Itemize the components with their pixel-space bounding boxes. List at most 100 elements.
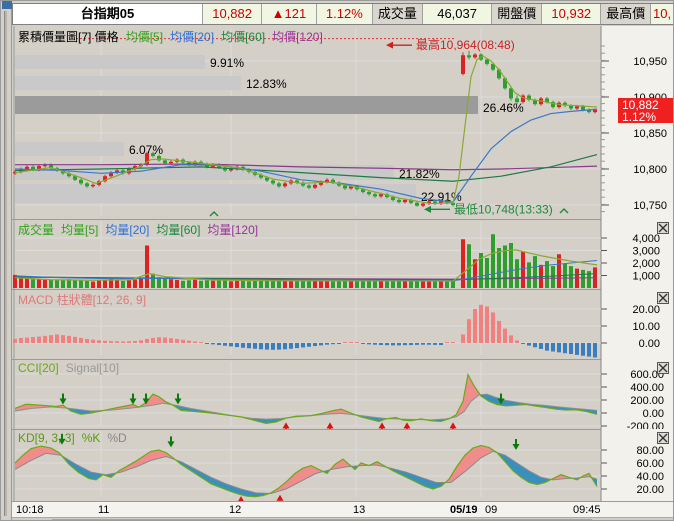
window-left-rail [1, 1, 12, 520]
volume-profile-bar [15, 184, 416, 203]
buy-arrow [238, 496, 244, 501]
kd-positive-fill [15, 445, 597, 494]
volume-bars [13, 234, 597, 288]
sell-arrow [497, 398, 505, 405]
price-axis-label: 10,750 [633, 200, 667, 212]
price-annotation: 最低10,748(13:33) [454, 202, 553, 216]
axis-label: 400.00 [630, 382, 664, 394]
quote-cell-4: 成交量 [373, 4, 423, 24]
sell-arrow [129, 398, 137, 405]
main-chart-title: 累積價量圖[7] 價格 均價[5] 均價[20] 均價[60] 均價[120] [18, 28, 330, 45]
axis-label: 80.00 [636, 445, 664, 457]
cci-title-segment: Signal[10] [65, 361, 120, 375]
sell-arrow [174, 398, 182, 405]
volume-profile-bar [15, 142, 124, 156]
axis-label: 40.00 [636, 471, 664, 483]
close-kd-panel-button[interactable] [657, 432, 669, 444]
macd-axis-label: 10.00 [632, 321, 660, 333]
caret-marker [559, 208, 569, 214]
quote-bar: 台指期05 10,882 ▲121 1.12% 成交量 46,037 開盤價 10,932 最高… [12, 3, 673, 25]
buy-arrow [378, 422, 386, 429]
axis-label: -200.00 [627, 421, 664, 429]
sell-arrow [142, 398, 150, 405]
quote-cell-8: 最高價 [601, 4, 652, 24]
axis-label: 600.00 [630, 369, 664, 381]
axis-label: 0.00 [643, 408, 664, 420]
volume-profile-bar [15, 96, 478, 114]
svg-text:10,882: 10,882 [622, 98, 659, 112]
main-title-segment: 均價[20] [170, 30, 215, 44]
price-axis-label: 10,800 [633, 164, 667, 176]
volume-profile-bar [15, 55, 205, 69]
rail-groove [4, 11, 7, 516]
volume-profile-percent: 12.83% [246, 77, 287, 91]
volume-title-segment: 均量[60] [156, 223, 201, 237]
axis-label: 200.00 [630, 395, 664, 407]
quote-cell-5: 46,037 [422, 4, 493, 24]
kd-title-segment: %D [107, 431, 127, 445]
volume-axis-label: 2,000 [632, 258, 660, 270]
buy-arrow [449, 422, 457, 429]
sell-arrow [512, 444, 520, 450]
macd-histogram [13, 304, 597, 358]
axis-label: 20.00 [636, 484, 664, 496]
caret-marker [209, 211, 219, 217]
volume-axis-label: 3,000 [632, 246, 660, 258]
volume-title-segment: 均量[5] [61, 223, 99, 237]
price-annotation: 最高10,964(08:48) [416, 37, 515, 52]
volume-axis-label: 1,000 [632, 271, 660, 283]
macd-axis-label: 20.00 [632, 304, 660, 316]
close-macd-panel-button[interactable] [657, 292, 669, 304]
buy-arrow [282, 422, 290, 429]
window-corner-fragment [2, 1, 12, 9]
time-axis-label: 09:45 [573, 504, 601, 516]
volume-title-segment: 均量[20] [105, 223, 150, 237]
volume-panel-title: 成交量 均量[5] 均量[20] 均量[60] 均量[120] [18, 221, 265, 238]
time-axis: 10:18 11 12 13 05/19 09 09:45 [12, 501, 673, 517]
quote-cell-1: 10,882 [203, 4, 263, 24]
time-axis-label: 12 [229, 504, 242, 516]
volume-title-segment: 成交量 [18, 223, 55, 237]
quote-cell-7: 10,932 [542, 4, 602, 24]
main-title-segment: 均價[120] [272, 30, 323, 44]
kd-panel-title: KD[9, 3, 3] %K %D [18, 431, 134, 445]
cci-title-segment: CCI[20] [18, 361, 59, 375]
buy-arrow [326, 422, 334, 429]
macd-panel-title: MACD 柱狀體[12, 26, 9] [18, 291, 153, 308]
axis-label: 60.00 [636, 458, 664, 470]
close-volume-panel-button[interactable] [657, 222, 669, 234]
time-axis-label: 13 [353, 504, 366, 516]
close-cci-panel-button[interactable] [657, 362, 669, 374]
time-axis-label: 05/19 [450, 504, 478, 516]
buy-arrow [276, 494, 284, 501]
time-axis-label: 10:18 [16, 504, 44, 516]
volume-axis-label: 4,000 [632, 233, 660, 245]
sell-arrow [59, 398, 67, 405]
time-axis-label: 09 [485, 504, 498, 516]
macd-title-segment: MACD 柱狀體[12, 26, 9] [18, 293, 147, 307]
sell-arrow [58, 438, 66, 445]
volume-title-segment: 均量[120] [207, 223, 259, 237]
buy-arrow [403, 422, 411, 429]
kd-title-segment: KD[9, 3, 3] [18, 431, 75, 445]
sell-arrow [167, 441, 175, 448]
last-price-badge [618, 98, 673, 123]
time-axis-label: 11 [98, 504, 110, 516]
volume-profile-percent: 21.82% [399, 167, 440, 181]
volume-profile-bar [15, 76, 241, 90]
macd-axis-label: 0.00 [639, 338, 660, 350]
horizontal-scrollbar[interactable] [12, 517, 673, 520]
main-title-segment: 均價[5] [125, 30, 164, 44]
scrollbar-thumb[interactable] [52, 519, 592, 520]
svg-text:1.12%: 1.12% [622, 110, 656, 124]
quote-cell-6: 開盤價 [492, 4, 543, 24]
volume-profile-percent: 22.91% [421, 190, 462, 204]
main-title-segment: 均價[60] [221, 30, 266, 44]
main-price-chart[interactable]: 10,95010,90010,85010,80010,7509.91%12.83… [12, 26, 674, 219]
volume-profile-percent: 26.46% [483, 101, 524, 115]
quote-cell-3: 1.12% [316, 4, 374, 24]
quote-cell-2: ▲121 [262, 4, 317, 24]
